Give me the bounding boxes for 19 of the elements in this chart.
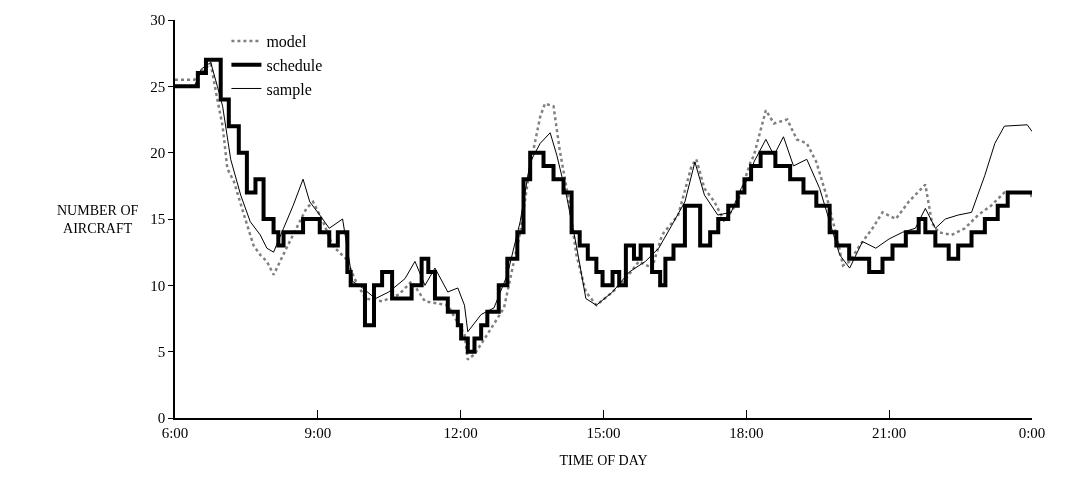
x-tick-label: 0:00 bbox=[1018, 424, 1046, 441]
x-tick-label: 6:00 bbox=[161, 424, 189, 441]
x-tick-label: 9:00 bbox=[304, 424, 332, 441]
x-tick-label: 21:00 bbox=[872, 424, 907, 441]
legend-label: sample bbox=[266, 80, 312, 99]
y-tick-label: 25 bbox=[150, 78, 166, 95]
legend-label: schedule bbox=[266, 56, 323, 74]
y-tick-label: 30 bbox=[150, 12, 166, 29]
y-tick-label: 5 bbox=[157, 343, 166, 360]
x-tick-label: 18:00 bbox=[729, 424, 764, 441]
y-tick-label: 20 bbox=[150, 144, 166, 161]
y-tick-label: 15 bbox=[150, 211, 166, 228]
legend-label: model bbox=[266, 33, 307, 51]
x-tick-label: 15:00 bbox=[586, 424, 621, 441]
x-axis-title: TIME OF DAY bbox=[559, 452, 648, 468]
y-axis-title: NUMBER OF AIRCRAFT bbox=[57, 203, 139, 237]
y-tick-label: 10 bbox=[150, 277, 166, 294]
x-tick-label: 12:00 bbox=[443, 424, 478, 441]
y-tick-label: 0 bbox=[157, 410, 166, 427]
